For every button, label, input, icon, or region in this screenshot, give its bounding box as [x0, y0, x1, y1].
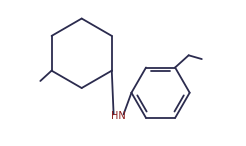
- Text: HN: HN: [111, 111, 126, 121]
